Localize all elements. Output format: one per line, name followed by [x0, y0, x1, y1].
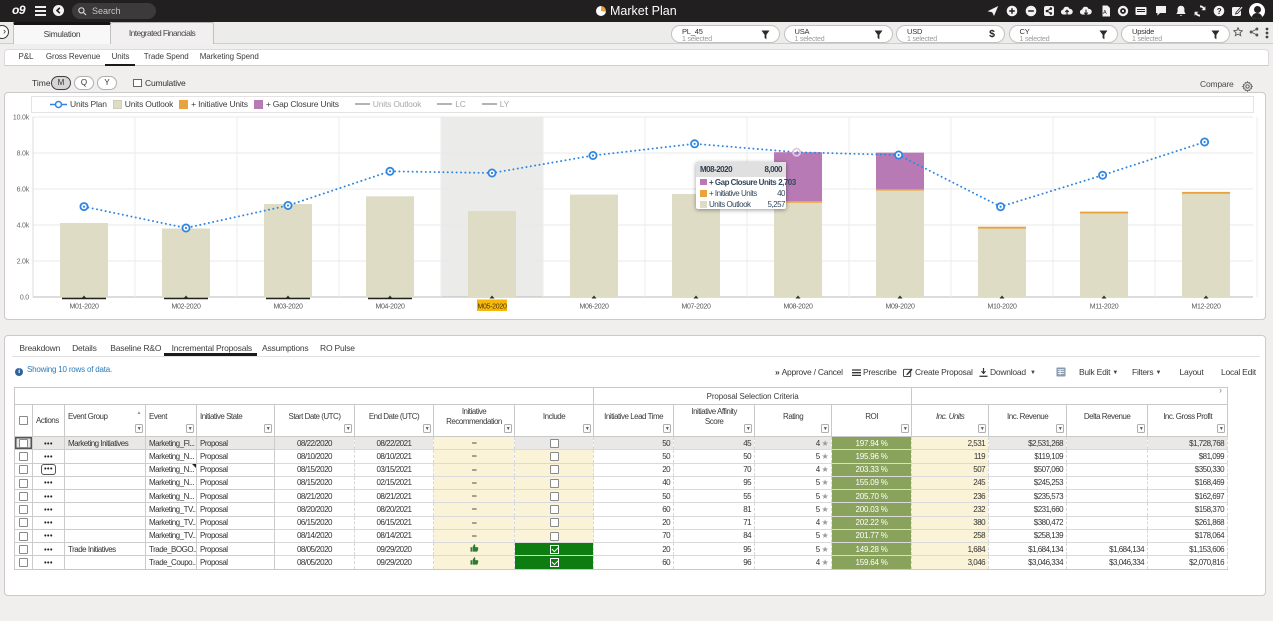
- svg-text:A: A: [1103, 10, 1107, 16]
- svg-text:M07-2020: M07-2020: [681, 304, 711, 311]
- svg-text:M04-2020: M04-2020: [375, 304, 405, 311]
- svg-text:M05-2020: M05-2020: [477, 304, 507, 311]
- svg-text:M03-2020: M03-2020: [273, 304, 303, 311]
- svg-text:0.0: 0.0: [20, 295, 29, 302]
- svg-text:M11-2020: M11-2020: [1090, 304, 1119, 311]
- svg-text:M10-2020: M10-2020: [987, 304, 1017, 311]
- svg-text:M08-2020: M08-2020: [783, 304, 813, 311]
- svg-text:M01-2020: M01-2020: [69, 304, 99, 311]
- svg-text:8.0k: 8.0k: [17, 151, 30, 158]
- svg-text:M09-2020: M09-2020: [885, 304, 915, 311]
- svg-text:10.0k: 10.0k: [13, 115, 30, 122]
- svg-text:6.0k: 6.0k: [17, 187, 30, 194]
- svg-text:2.0k: 2.0k: [17, 259, 30, 266]
- svg-text:?: ?: [1217, 7, 1222, 16]
- svg-text:4.0k: 4.0k: [17, 223, 30, 230]
- svg-text:M12-2020: M12-2020: [1191, 304, 1221, 311]
- svg-text:M06-2020: M06-2020: [579, 304, 609, 311]
- svg-text:M02-2020: M02-2020: [171, 304, 201, 311]
